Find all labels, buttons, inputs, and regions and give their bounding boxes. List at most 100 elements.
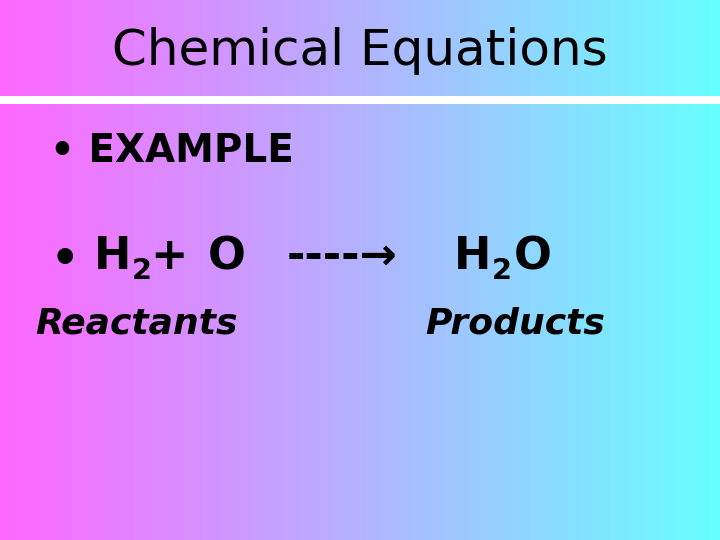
Bar — [629, 0, 633, 97]
Bar — [492, 0, 496, 97]
Bar — [182, 103, 186, 540]
Bar — [67, 103, 71, 540]
Bar — [432, 0, 436, 97]
Bar — [631, 0, 635, 97]
Bar — [84, 0, 88, 97]
Bar — [243, 0, 246, 97]
Bar — [43, 0, 47, 97]
Bar — [557, 0, 561, 97]
Bar — [38, 103, 42, 540]
Bar — [545, 103, 549, 540]
Text: Products: Products — [425, 307, 605, 341]
Bar — [31, 103, 35, 540]
Bar — [14, 103, 18, 540]
Bar — [288, 103, 292, 540]
Bar — [418, 103, 421, 540]
Bar — [305, 0, 309, 97]
Bar — [518, 0, 522, 97]
Bar — [598, 0, 601, 97]
Bar — [456, 0, 460, 97]
Bar — [567, 0, 570, 97]
Bar — [135, 0, 138, 97]
Bar — [434, 0, 438, 97]
Text: H: H — [94, 235, 131, 278]
Bar — [449, 103, 453, 540]
Bar — [228, 0, 232, 97]
Bar — [718, 103, 720, 540]
Bar — [653, 0, 657, 97]
Bar — [610, 0, 613, 97]
Bar — [470, 103, 474, 540]
Bar — [60, 0, 64, 97]
Bar — [235, 103, 239, 540]
Bar — [624, 103, 628, 540]
Bar — [142, 103, 145, 540]
Bar — [351, 0, 354, 97]
Bar — [27, 103, 30, 540]
Bar — [446, 0, 450, 97]
Bar — [396, 0, 400, 97]
Bar — [180, 0, 184, 97]
Bar — [713, 0, 716, 97]
Bar — [567, 103, 570, 540]
Bar — [441, 0, 446, 97]
Bar — [207, 0, 210, 97]
Bar — [485, 0, 489, 97]
Bar — [168, 103, 172, 540]
Bar — [310, 0, 313, 97]
Bar — [297, 0, 302, 97]
Bar — [509, 103, 513, 540]
Bar — [540, 103, 544, 540]
Bar — [127, 103, 131, 540]
Bar — [382, 0, 385, 97]
Bar — [168, 0, 172, 97]
Bar — [648, 103, 652, 540]
Bar — [329, 103, 333, 540]
Bar — [535, 103, 539, 540]
Bar — [264, 0, 268, 97]
Bar — [223, 103, 227, 540]
Bar — [415, 103, 419, 540]
Bar — [283, 103, 287, 540]
Bar — [487, 0, 491, 97]
Bar — [91, 103, 95, 540]
Bar — [336, 103, 340, 540]
Bar — [166, 103, 169, 540]
Bar — [679, 103, 683, 540]
Bar — [533, 103, 536, 540]
Bar — [362, 103, 366, 540]
Bar — [125, 0, 129, 97]
Bar — [130, 0, 133, 97]
Bar — [600, 0, 604, 97]
Bar — [427, 0, 431, 97]
Bar — [7, 0, 11, 97]
Bar — [271, 103, 275, 540]
Bar — [343, 0, 347, 97]
Bar — [346, 103, 349, 540]
Bar — [211, 103, 215, 540]
Bar — [480, 103, 484, 540]
Bar — [492, 103, 496, 540]
Bar — [521, 0, 525, 97]
Bar — [94, 0, 97, 97]
Bar — [86, 103, 90, 540]
Bar — [72, 0, 76, 97]
Bar — [369, 103, 374, 540]
Bar — [286, 103, 289, 540]
Bar — [718, 0, 720, 97]
Bar — [545, 0, 549, 97]
Bar — [158, 0, 162, 97]
Bar — [639, 0, 642, 97]
Bar — [257, 103, 261, 540]
Bar — [377, 0, 381, 97]
Bar — [142, 0, 145, 97]
Bar — [2, 0, 6, 97]
Bar — [408, 0, 412, 97]
Bar — [99, 103, 102, 540]
Bar — [506, 103, 510, 540]
Bar — [614, 103, 618, 540]
Bar — [247, 0, 251, 97]
Bar — [603, 103, 606, 540]
Bar — [372, 103, 376, 540]
Bar — [79, 103, 83, 540]
